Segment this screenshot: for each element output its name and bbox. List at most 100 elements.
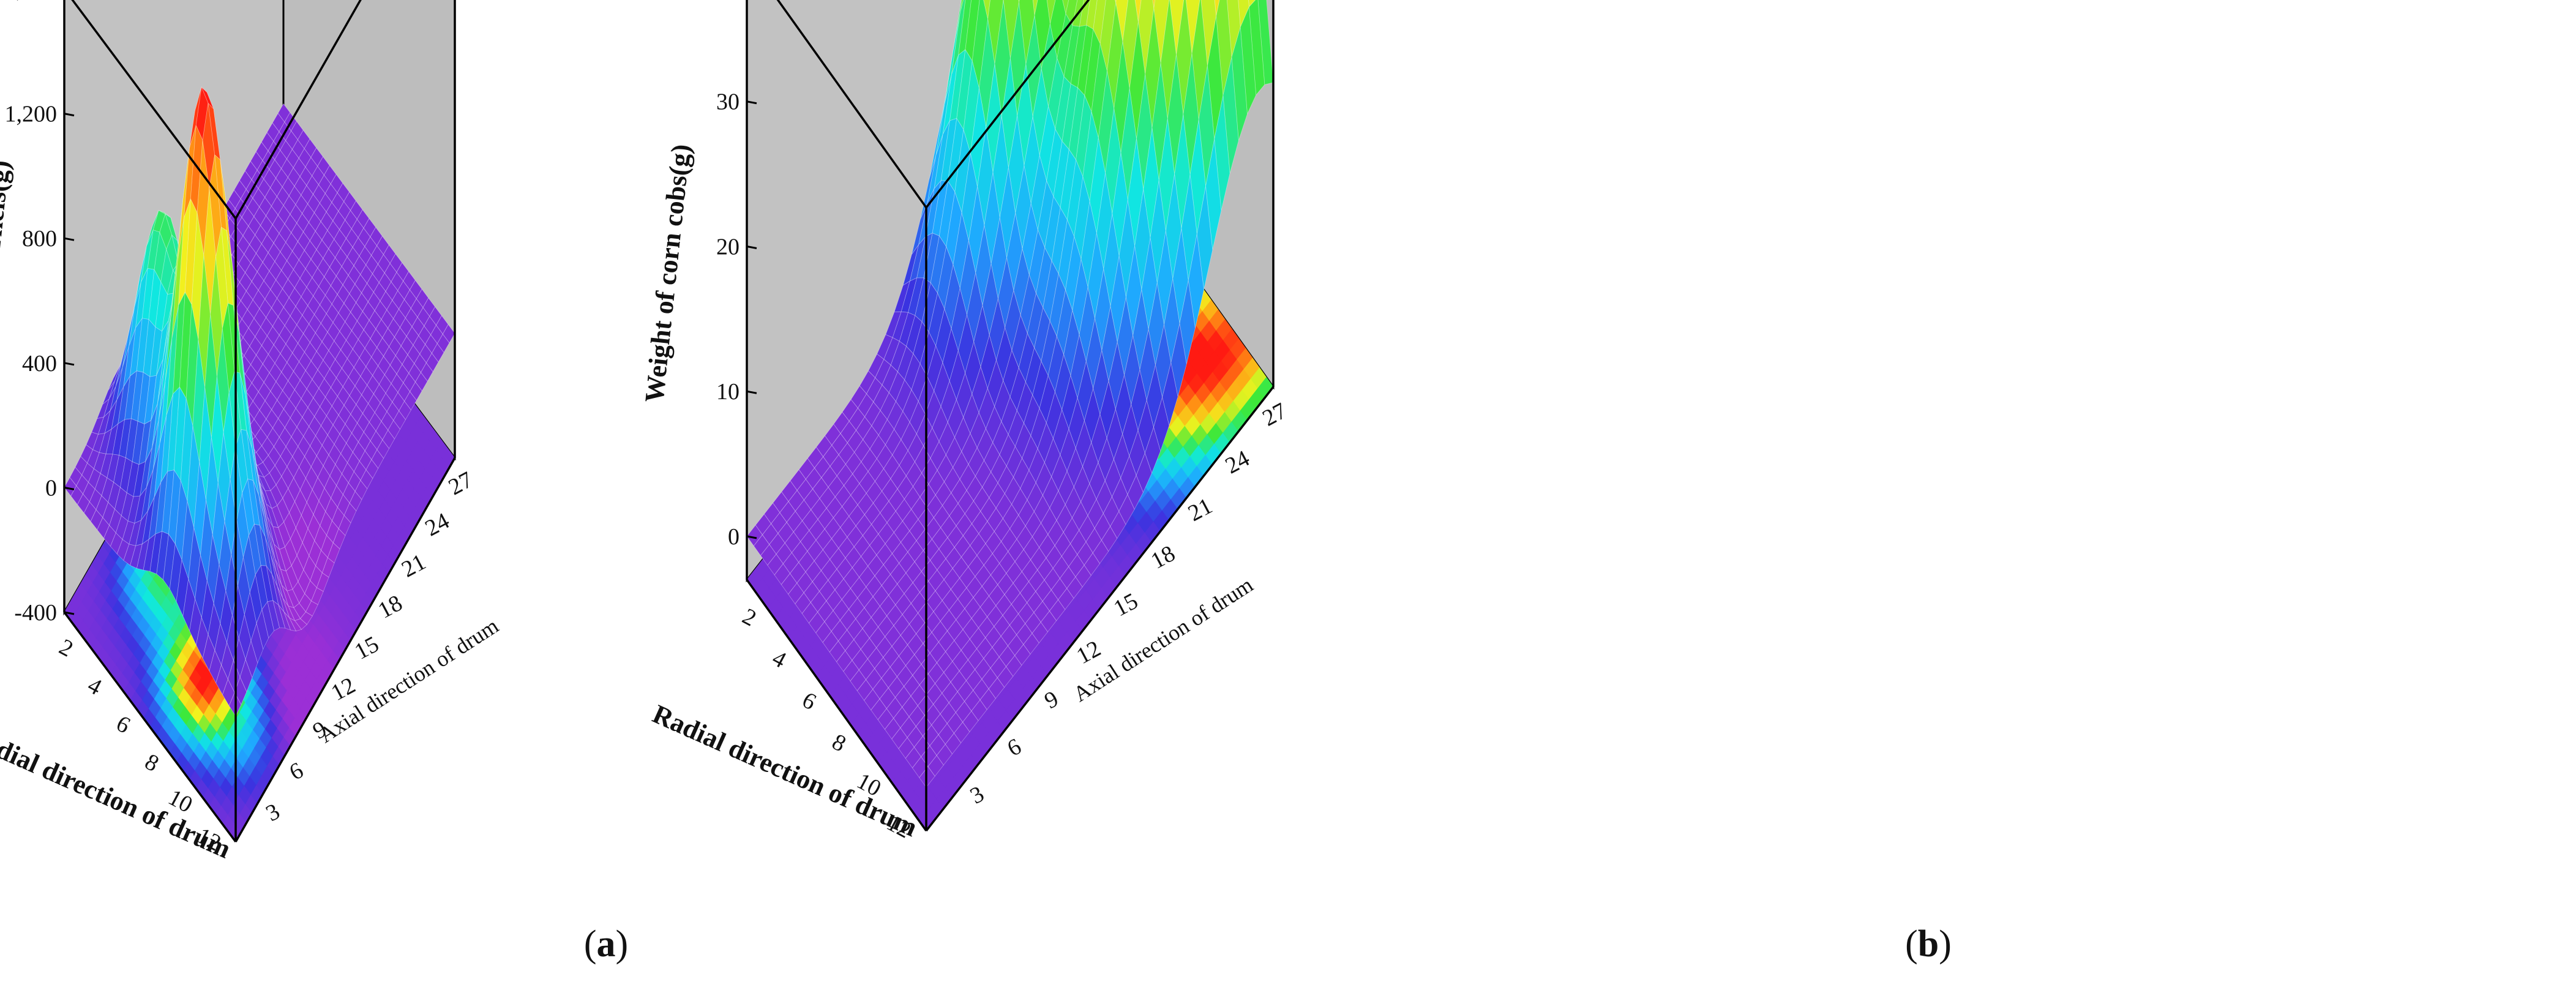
surface-cell: [971, 699, 987, 721]
z-axis-label: Weight of corn kernels(g): [0, 159, 15, 452]
surface-cell: [399, 400, 411, 421]
surface-cell: [979, 688, 996, 710]
y-tick-label: 6: [1003, 733, 1025, 762]
panel-caption-a: (a): [584, 923, 628, 965]
surface-cell: [1144, 426, 1161, 474]
surface-cell: [1032, 0, 1038, 16]
surface-cell: [1127, 474, 1144, 510]
z-tick-label: 0: [45, 475, 57, 501]
surface-cell: [1170, 323, 1187, 397]
y-tick-label: 21: [1184, 493, 1216, 527]
surface-cell: [388, 420, 400, 440]
surface-cell: [300, 611, 313, 625]
surface-cell: [1118, 493, 1135, 525]
surface-cell: [310, 587, 324, 605]
surface-cell: [965, 0, 980, 62]
surface-cell: [960, 0, 964, 12]
surface-cell: [983, 0, 990, 20]
surface-cell: [425, 353, 439, 372]
x-tick-label: 8: [828, 729, 850, 757]
surface-cell: [1248, 0, 1256, 8]
box-front-edges: [746, 0, 1275, 832]
surface-cell: [1049, 599, 1066, 621]
x-tick-label: 2: [55, 634, 77, 662]
surface-cell: [1040, 610, 1057, 632]
panel-caption-b: (b): [1905, 923, 1952, 965]
x-tick-label: 2: [738, 604, 760, 632]
box-edge: [925, 0, 1090, 209]
z-tick-mark: [64, 486, 75, 490]
surface-cell: [1153, 0, 1170, 64]
box-edge: [63, 611, 237, 843]
surface-cell: [1093, 0, 1106, 45]
surface-cell: [421, 362, 433, 382]
z-tick-label: -400: [14, 600, 57, 626]
box-edge: [71, 0, 237, 220]
y-tick-label: 18: [374, 590, 406, 624]
surface-cell: [343, 502, 357, 523]
surface-cell: [997, 666, 1014, 688]
box-edge: [776, 0, 927, 209]
z-tick-label: 400: [22, 351, 57, 377]
surface-cell: [365, 459, 379, 479]
z-tick-mark: [746, 246, 757, 249]
surface-cell: [1101, 526, 1118, 552]
y-tick-label: 6: [285, 757, 307, 785]
surface-cell: [1169, 0, 1185, 55]
y-tick-label: 24: [421, 508, 454, 542]
y-tick-label: 15: [1109, 588, 1142, 622]
z-tick-label: 1,200: [5, 102, 58, 127]
surface-cell: [316, 572, 329, 592]
surface-cell: [1115, 0, 1117, 3]
z-tick-label: 1,600: [5, 0, 58, 2]
surface-cell: [1222, 57, 1239, 174]
surface-cell: [393, 410, 406, 430]
surface-cell: [278, 604, 291, 631]
surface-cell: [945, 733, 962, 755]
box-edge: [925, 386, 1275, 832]
y-tick-label: 3: [966, 781, 988, 809]
surface-cell: [360, 469, 373, 490]
surface-cell: [1196, 186, 1213, 290]
z-tick-mark: [746, 535, 757, 539]
z-tick-label: 800: [22, 226, 57, 252]
x-tick-label: 6: [112, 711, 134, 739]
box-edge: [234, 0, 362, 219]
surface-cell: [1018, 0, 1020, 2]
chart-panel-b: 01020304024681012369121518212427 Weight …: [639, 0, 1952, 965]
y-tick-label: 27: [1258, 398, 1290, 432]
surface-cell: [927, 755, 944, 777]
x-tick-label: 6: [798, 687, 820, 715]
surface-cell: [371, 449, 384, 469]
z-tick-label: 10: [716, 379, 739, 405]
z-tick-label: 20: [716, 234, 739, 260]
y-tick-label: 21: [397, 549, 430, 583]
y-tick-label: 12: [1073, 635, 1105, 669]
surface-cell: [382, 429, 395, 449]
x-tick-label: 8: [141, 749, 163, 777]
x-tick-label: 4: [768, 645, 790, 673]
chart-panel-a: -40004008001,2001,6002468101236912151821…: [0, 0, 628, 965]
y-tick-label: 24: [1221, 446, 1254, 479]
surface-cell: [1023, 632, 1039, 655]
y-tick-label: 18: [1147, 541, 1179, 574]
box-front-edges: [63, 0, 456, 843]
surface-cell: [1152, 0, 1156, 9]
surface-cell: [436, 333, 450, 353]
y-tick-label: 9: [1040, 686, 1062, 714]
surface-cell: [1153, 396, 1170, 452]
surface-cell: [321, 557, 335, 578]
surface-mesh: [64, 86, 455, 717]
surface-cell: [1248, 0, 1265, 96]
box-edge: [746, 579, 927, 832]
z-tick-label: 30: [716, 89, 739, 115]
surface-cell: [288, 617, 302, 632]
z-tick-label: 0: [728, 524, 739, 550]
z-tick-mark: [64, 362, 75, 366]
surface-cell: [1214, 0, 1220, 17]
x-tick-label: 4: [83, 672, 105, 700]
surface-cell: [415, 372, 428, 392]
surface-cell: [338, 515, 351, 536]
surface-cell: [953, 721, 970, 744]
